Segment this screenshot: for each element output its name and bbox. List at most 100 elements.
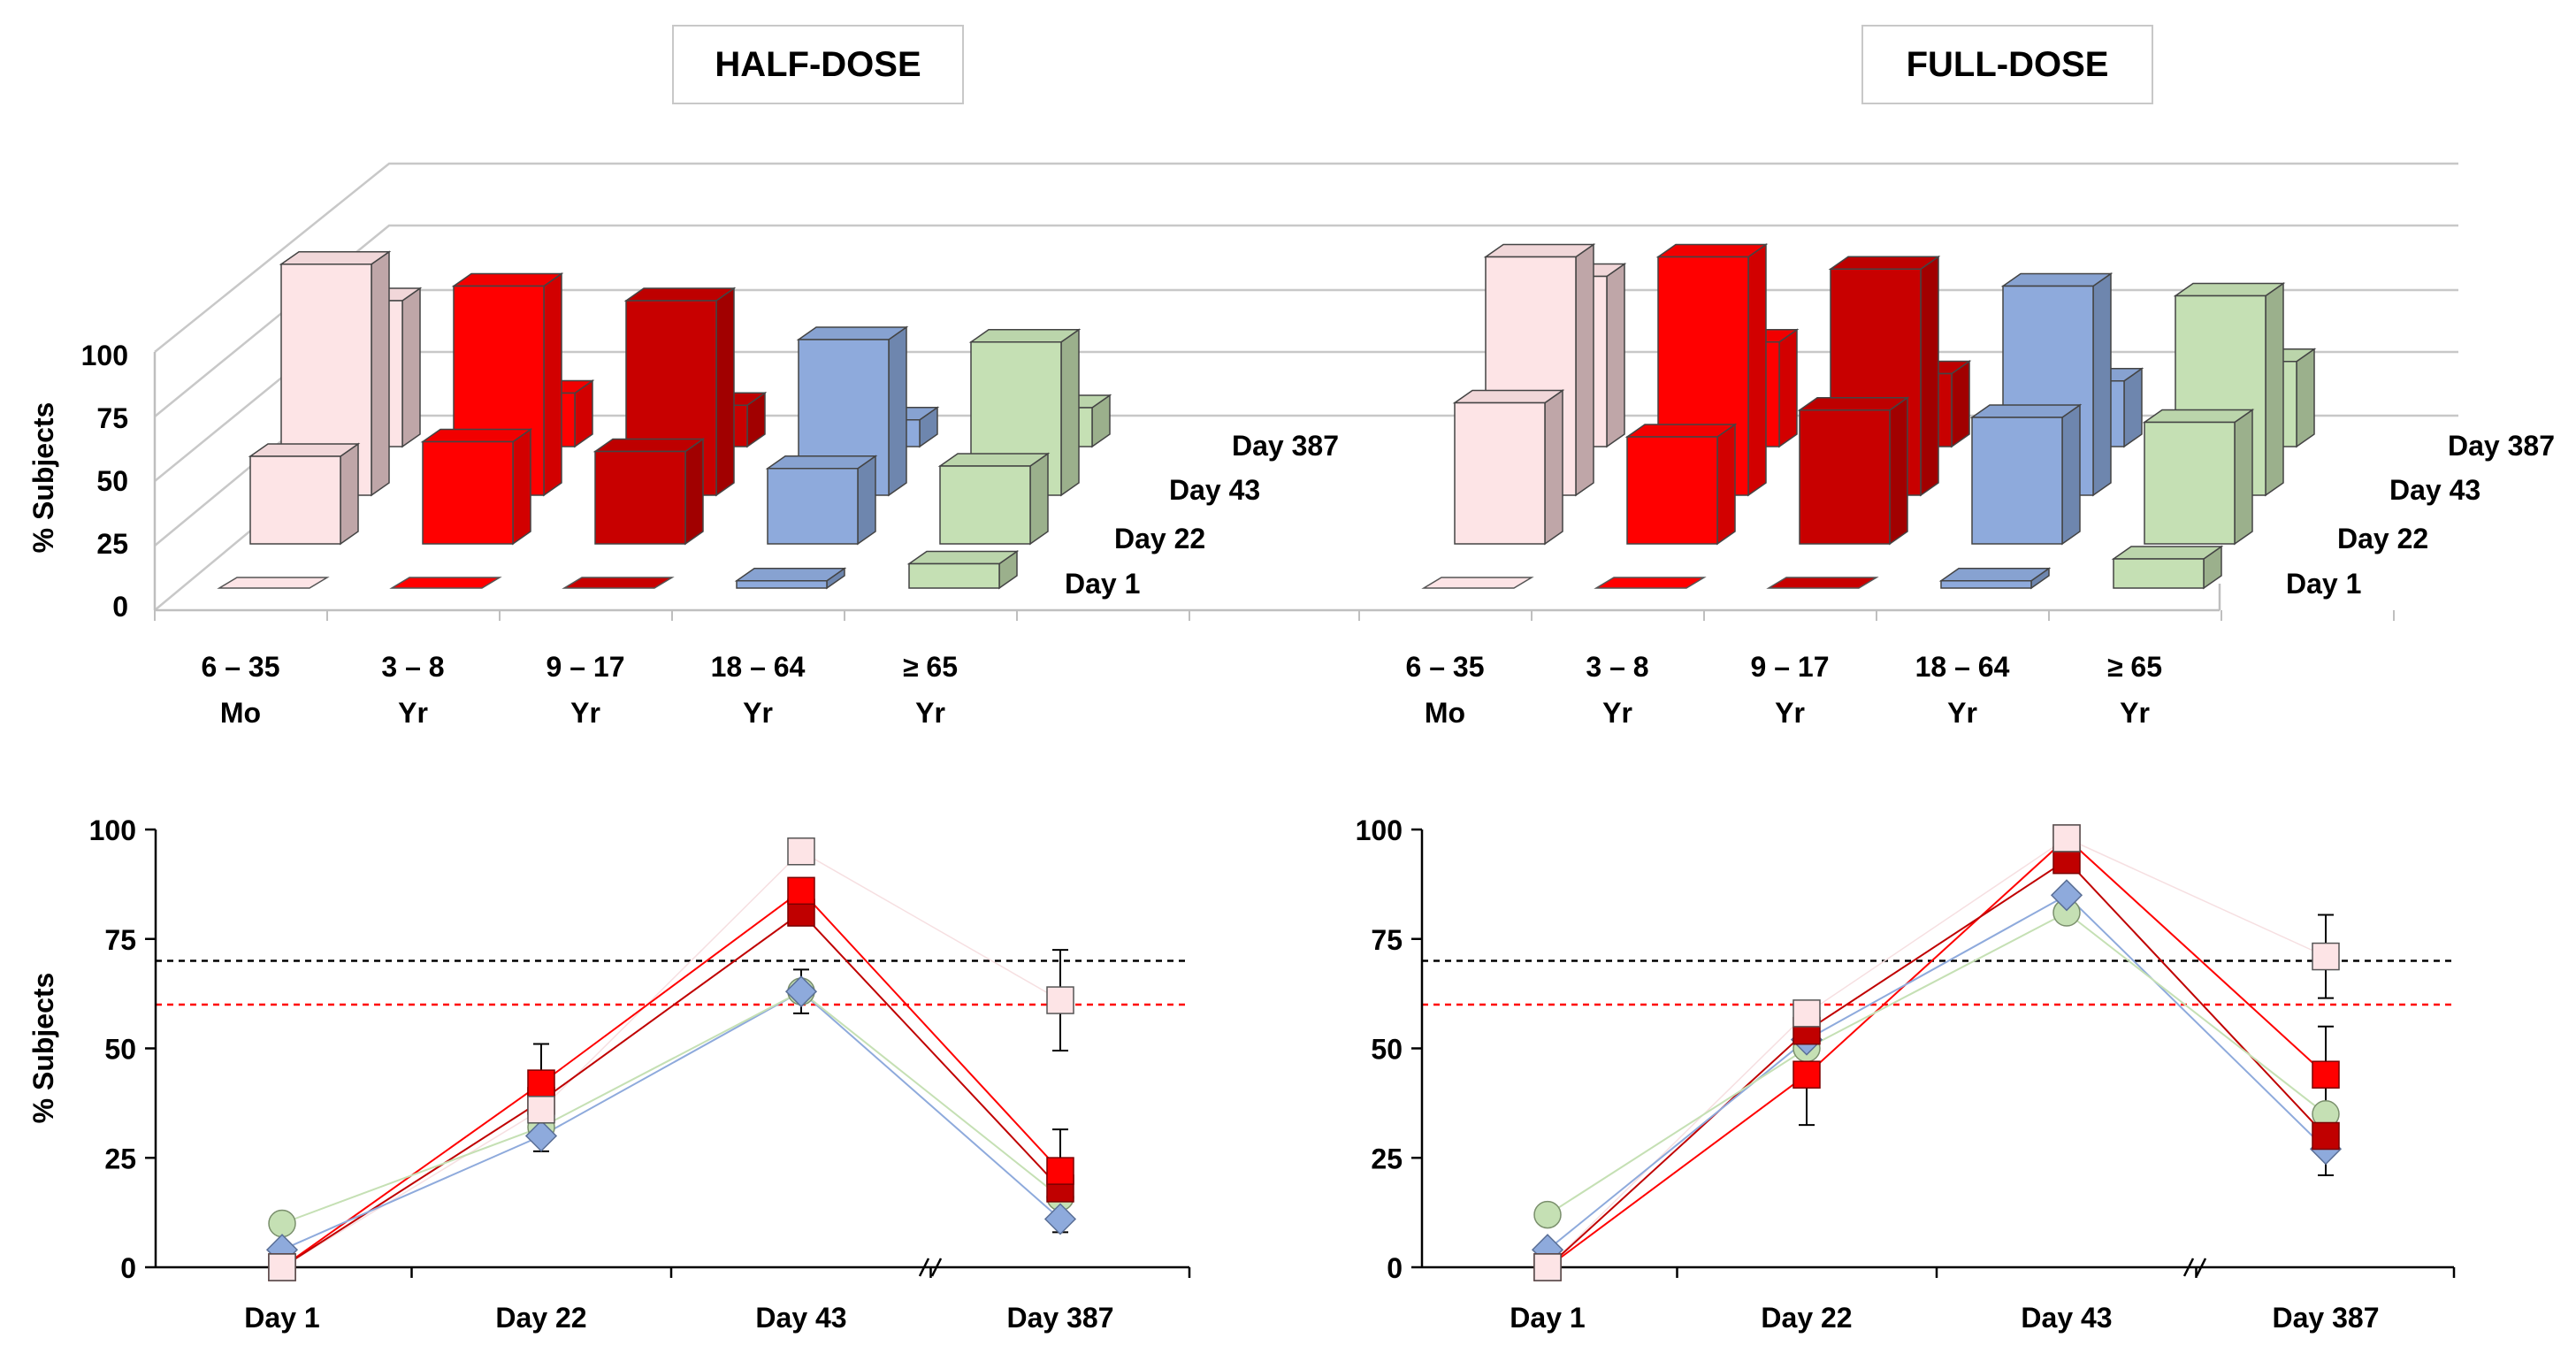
bar-day-1-cat-1 (389, 577, 502, 589)
bar-day-22-cat-2 (592, 438, 706, 546)
category-label: 9 – 17 (547, 651, 625, 683)
bar-day-1-cat-0 (1421, 577, 1534, 589)
wall-gridline (154, 224, 2458, 417)
y-axis-label: % Subjects (27, 973, 59, 1124)
category-label: 3 – 8 (381, 651, 444, 683)
series-label-day-43: Day 43 (2389, 474, 2480, 506)
y-tick-label: 50 (1371, 1034, 1403, 1066)
marker-0-3 (2312, 942, 2340, 971)
bar-front (422, 440, 514, 545)
marker-0-1 (527, 1096, 555, 1124)
marker-0-0 (1533, 1253, 1562, 1281)
series-line-3 (281, 990, 1061, 1251)
y-tick-label: 100 (81, 340, 128, 371)
bar-top (968, 329, 1082, 343)
marker-1-3 (2312, 1060, 2340, 1089)
category-label: 6 – 35 (202, 651, 280, 683)
marker-1-1 (1792, 1060, 1821, 1089)
series-label-day-387: Day 387 (2448, 430, 2555, 462)
category-label: 6 – 35 (1406, 651, 1485, 683)
bar-top (592, 438, 706, 453)
x-tick-label: Day 22 (1761, 1302, 1852, 1334)
marker-3-2 (2050, 879, 2083, 912)
marker-4-0 (1533, 1200, 1562, 1229)
bar-top (279, 251, 392, 265)
marker-0-1 (1792, 999, 1821, 1028)
bar-side (2234, 409, 2253, 546)
bar-day-22-cat-3 (1969, 403, 2083, 546)
bar-day-43-cat-0 (1483, 243, 1596, 497)
x-tick-label: Day 387 (2273, 1302, 2380, 1334)
bar-side (1060, 328, 1080, 497)
bar-side (1029, 452, 1049, 546)
bar-side (715, 287, 735, 497)
bar-front (1454, 401, 1546, 545)
x-tick-label: Day 1 (244, 1302, 319, 1334)
bar-day-1-cat-2 (1766, 577, 1879, 589)
bar-front (908, 562, 1000, 589)
bar-day-1-cat-4 (906, 550, 1020, 590)
category-unit-label: Yr (915, 697, 945, 729)
category-unit-label: Yr (570, 697, 600, 729)
y-tick-label: 100 (1356, 814, 1403, 846)
bar-side (888, 325, 907, 497)
y-tick-label: 75 (96, 402, 128, 434)
bar-day-22-cat-1 (420, 428, 533, 546)
full-dose-title: FULL-DOSE (1861, 25, 2153, 104)
category-label: 18 – 64 (711, 651, 806, 683)
bar-day-22-cat-2 (1797, 396, 1910, 546)
bar-side (2296, 348, 2315, 448)
axis-break-mark (2182, 1258, 2195, 1277)
axis-break-mark (930, 1258, 943, 1277)
bar-side (2123, 367, 2143, 448)
x-tick-label: Day 1 (1510, 1302, 1585, 1334)
y-tick-label: 0 (120, 1252, 136, 1284)
y-tick-label: 50 (96, 465, 128, 497)
category-unit-label: Yr (1602, 697, 1632, 729)
category-unit-label: Yr (398, 697, 428, 729)
bar-front (249, 455, 341, 545)
bar-front (1940, 580, 2032, 589)
category-unit-label: Yr (1947, 697, 1977, 729)
y-tick-label: 50 (104, 1034, 136, 1066)
bar-slab (217, 577, 330, 589)
bar-front (1626, 436, 1718, 545)
bar-top (623, 287, 737, 302)
bar-day-1-cat-1 (1594, 577, 1707, 589)
y-tick-label: 75 (104, 924, 136, 956)
bar-day-22-cat-3 (765, 455, 878, 546)
bar-side (1920, 255, 1939, 497)
series-label-day-43: Day 43 (1169, 474, 1260, 506)
bar-top (906, 550, 1020, 565)
bar-slab (1421, 577, 1534, 589)
bar-side (543, 272, 562, 497)
marker-1-2 (787, 876, 815, 906)
bar-top (420, 428, 533, 443)
bar-day-1-cat-3 (1938, 567, 2052, 590)
bar-side (684, 438, 704, 546)
bar-top (796, 326, 909, 340)
y-tick-label: 25 (1371, 1143, 1403, 1174)
bar-top (2111, 546, 2224, 560)
bar-top (2173, 282, 2286, 297)
bar-side (1747, 243, 1767, 497)
series-line-0 (1547, 837, 2327, 1268)
bar-side (2265, 282, 2284, 497)
category-label: ≥ 65 (903, 651, 958, 683)
y-tick-label: 75 (1371, 924, 1403, 956)
category-unit-label: Yr (1775, 697, 1805, 729)
series-line-3 (1547, 894, 2327, 1250)
bar-day-22-cat-4 (2142, 409, 2255, 546)
marker-3-1 (524, 1120, 558, 1152)
series-line-0 (281, 850, 1061, 1268)
bar-side (1606, 263, 1625, 448)
series-label-day-1: Day 1 (1065, 568, 1140, 600)
marker-0-2 (2052, 824, 2081, 853)
series-line-1 (1547, 837, 2327, 1268)
category-unit-label: Yr (743, 697, 773, 729)
series-line-4 (1547, 911, 2327, 1216)
bar-side (401, 287, 421, 448)
bar-top (1938, 568, 2052, 582)
marker-0-2 (787, 837, 815, 866)
bar-front (767, 468, 859, 545)
